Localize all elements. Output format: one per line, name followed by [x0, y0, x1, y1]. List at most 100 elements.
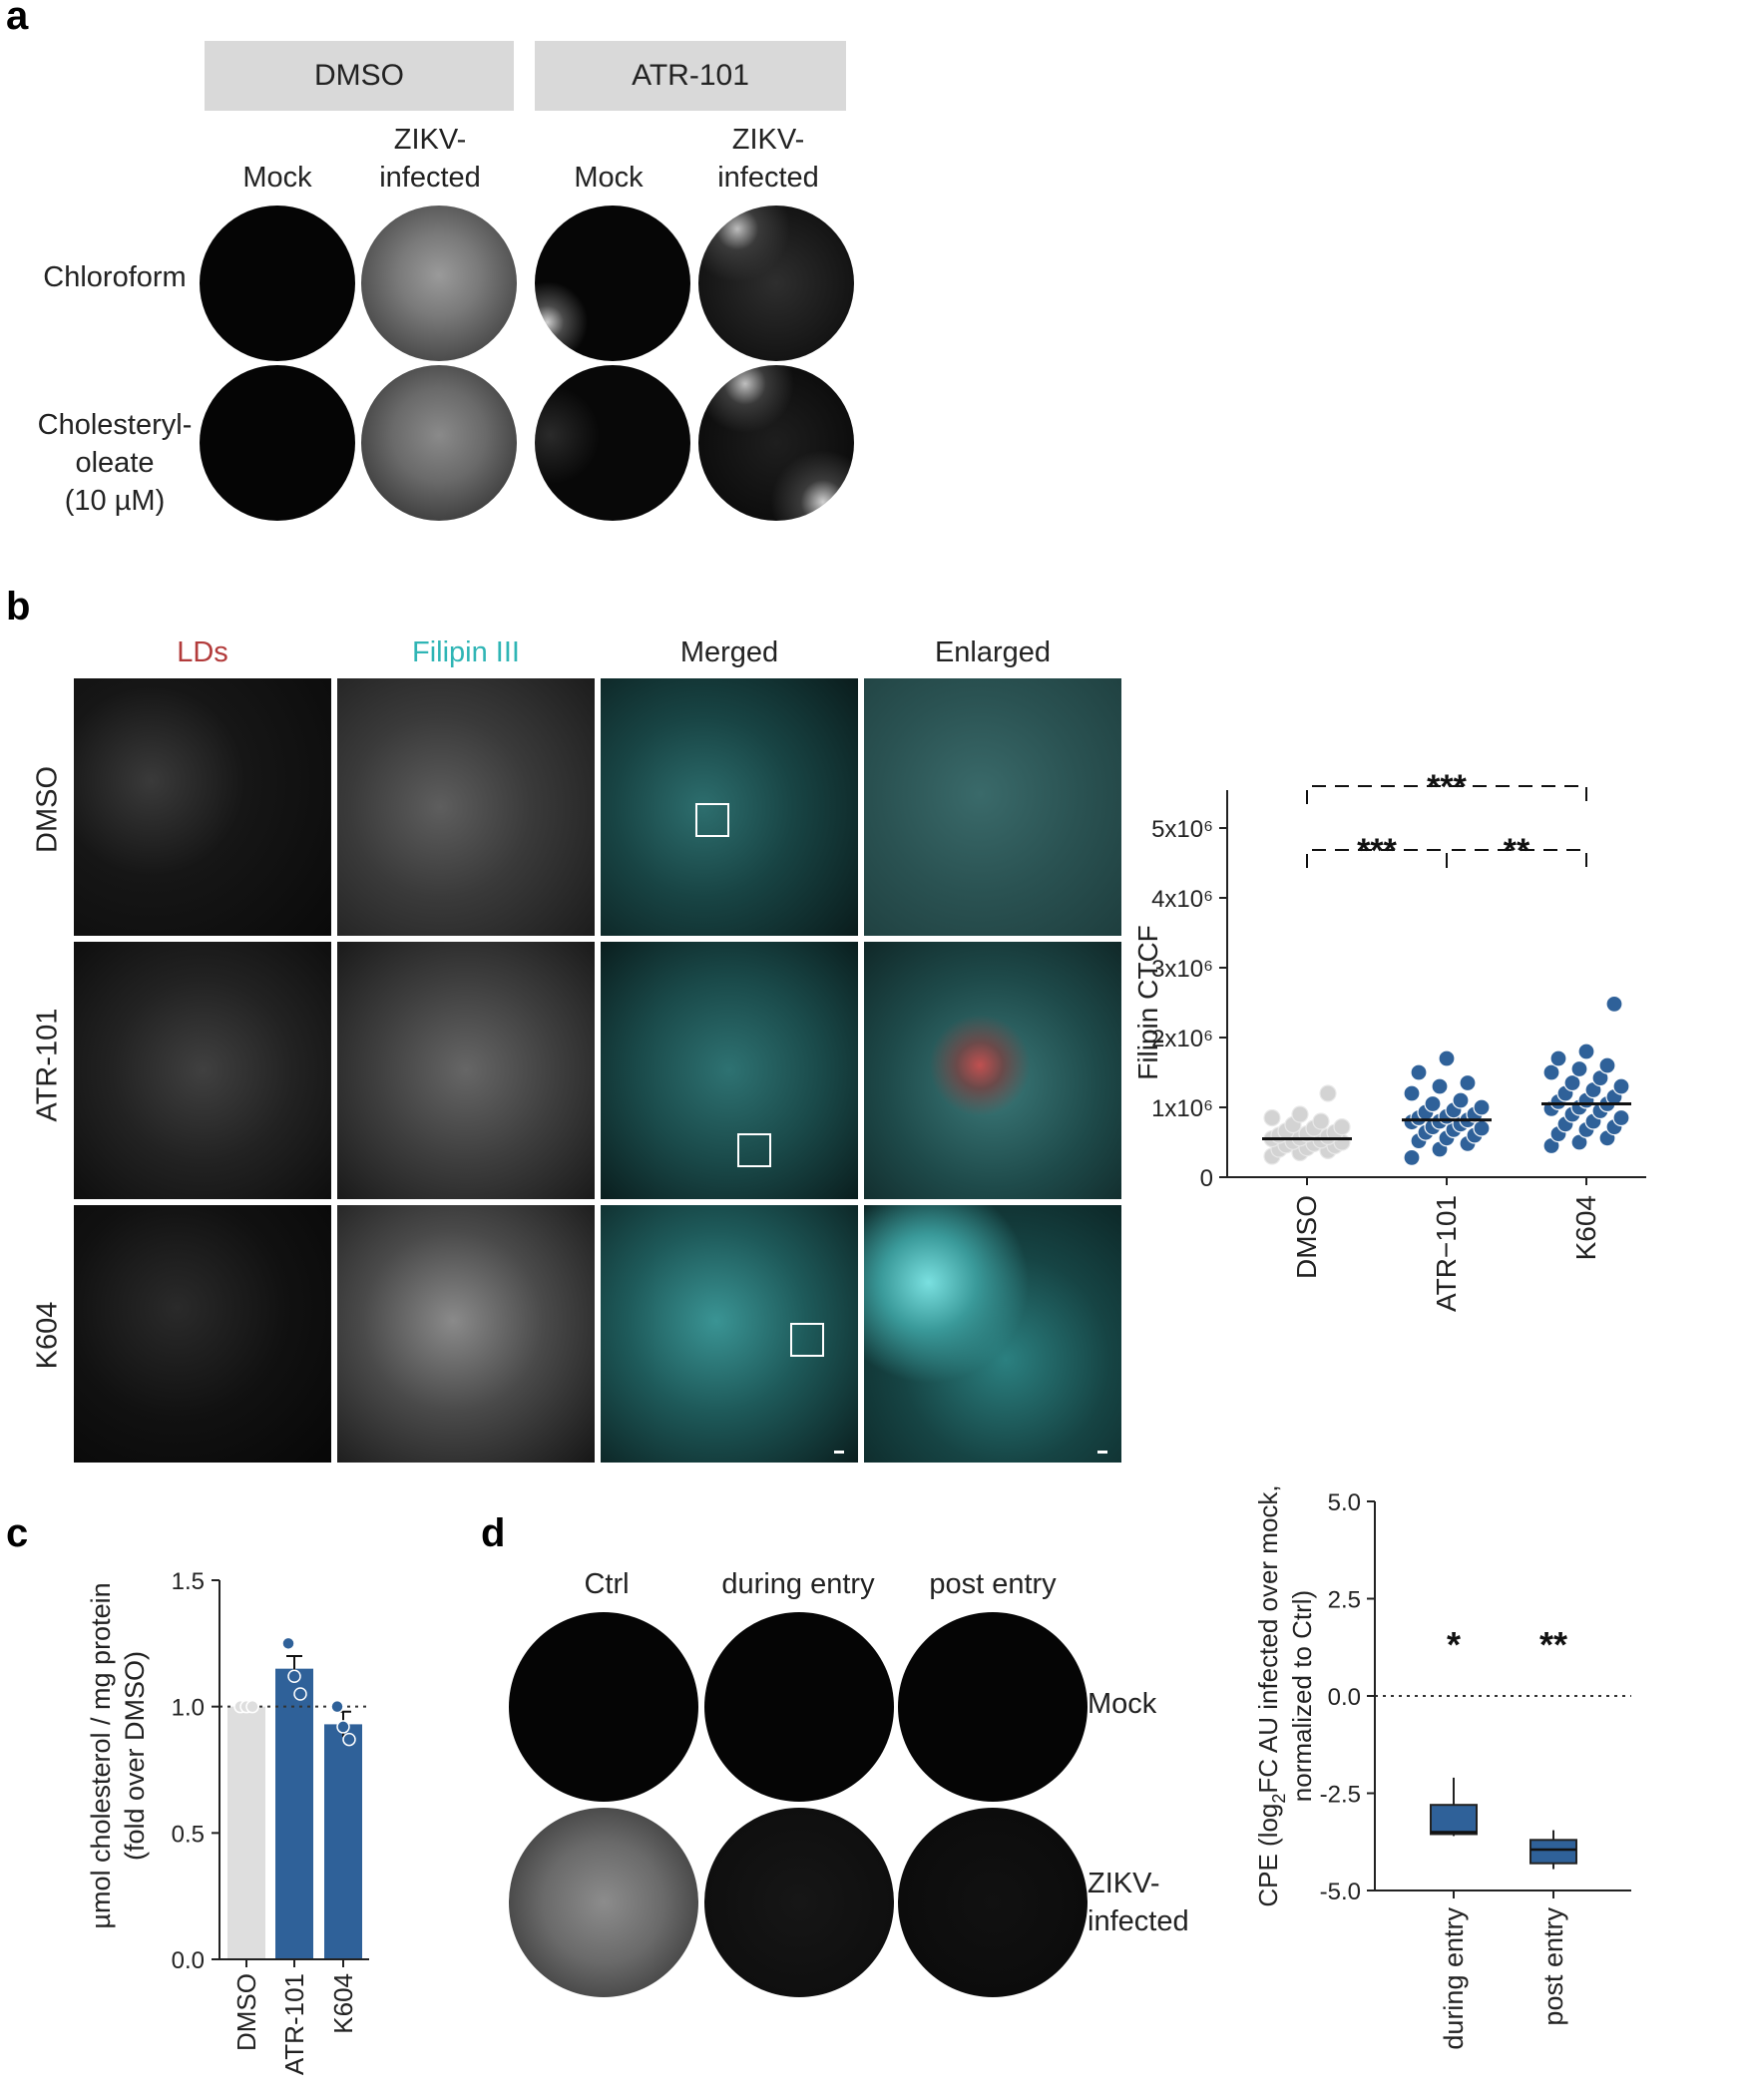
dmso-group-header: DMSO	[205, 41, 514, 111]
y-axis-title-1: µmol cholesterol / mg protein	[86, 1582, 116, 1928]
row-dmso: DMSO	[31, 766, 64, 853]
well-mock-post	[898, 1612, 1088, 1802]
well-oleate-dmso-zikv	[361, 365, 517, 521]
well-zikv-during	[704, 1808, 894, 1997]
data-point	[1291, 1105, 1309, 1123]
data-point	[281, 1636, 295, 1651]
data-point	[342, 1732, 356, 1747]
panel-c-label: c	[6, 1511, 29, 1555]
y-tick-label: 0.0	[1328, 1684, 1361, 1711]
x-tick-label: ATR-101	[279, 1973, 309, 2075]
x-tick-label: post entry	[1538, 1907, 1568, 2026]
panel-a-label: a	[6, 0, 29, 38]
data-point	[287, 1669, 301, 1684]
y-axis-title-2: normalized to Ctrl)	[1287, 1590, 1317, 1802]
row-zikv-1: ZIKV-	[1088, 1868, 1160, 1899]
col-merged: Merged	[679, 636, 779, 668]
well-oleate-atr-zikv	[698, 365, 854, 521]
data-point	[1263, 1108, 1281, 1127]
box	[1529, 1839, 1577, 1865]
cpe-chart: CPE (log2FC AU infected over mock, norma…	[1253, 1484, 1631, 2050]
well-chloroform-atr-mock	[535, 206, 690, 361]
y-axis-title-2: (fold over DMSO)	[120, 1651, 150, 1861]
data-point	[1319, 1084, 1337, 1102]
data-point	[1333, 1118, 1351, 1136]
col-zikv-atr-2: infected	[717, 162, 819, 194]
y-tick-label: 0.0	[172, 1947, 205, 1974]
y-tick-label: 5.0	[1328, 1489, 1361, 1516]
y-tick-label: 0.5	[172, 1821, 205, 1848]
data-point	[1473, 1098, 1491, 1116]
col-ctrl: Ctrl	[584, 1568, 630, 1600]
y-tick-label: 5x10⁶	[1151, 816, 1213, 843]
y-tick-label: 1.0	[172, 1695, 205, 1722]
data-point	[1612, 1108, 1630, 1127]
x-tick-label: during entry	[1439, 1907, 1469, 2050]
tile-atr-merged	[601, 942, 858, 1199]
y-tick-label: 4x10⁶	[1151, 886, 1213, 913]
significance-bracket	[1446, 849, 1587, 868]
tile-dmso-enlarged	[864, 678, 1121, 936]
well-chloroform-dmso-zikv	[361, 206, 517, 361]
data-point	[1563, 1073, 1581, 1092]
data-point	[1403, 1148, 1421, 1166]
well-chloroform-atr-zikv	[698, 206, 854, 361]
panel-b-label: b	[6, 585, 31, 629]
col-zikv-dmso-1: ZIKV-	[393, 124, 467, 156]
scale-bar	[834, 1451, 844, 1454]
tile-dmso-merged	[601, 678, 858, 936]
y-axis-title: Filipin CTCF	[1132, 925, 1163, 1080]
data-point	[1598, 1056, 1616, 1074]
y-tick-label: 1x10⁶	[1151, 1095, 1213, 1122]
cholesterol-chart: µmol cholesterol / mg protein (fold over…	[86, 1568, 369, 2075]
significance-stars: **	[1504, 832, 1530, 870]
col-enlarged: Enlarged	[934, 636, 1052, 668]
zoom-box	[790, 1323, 824, 1357]
y-tick-label: 2.5	[1328, 1587, 1361, 1614]
filipin-ctcf-chart: 0 1x10⁶ 2x10⁶ 3x10⁶ 4x10⁶ 5x10⁶ DMSO ATR−101 K6…	[1132, 768, 1646, 1312]
row-chloroform: Chloroform	[43, 261, 187, 293]
data-point	[1612, 1077, 1630, 1095]
data-point	[1605, 995, 1623, 1013]
data-point	[1431, 1077, 1449, 1095]
well-zikv-ctrl	[509, 1808, 698, 1997]
data-point	[1570, 1059, 1588, 1078]
well-zikv-post	[898, 1808, 1088, 1997]
data-point	[1403, 1084, 1421, 1102]
tile-atr-enlarged	[864, 942, 1121, 1199]
well-mock-ctrl	[509, 1612, 698, 1802]
panel-d-label: d	[481, 1511, 506, 1555]
well-chloroform-dmso-mock	[200, 206, 355, 361]
row-k604: K604	[31, 1301, 64, 1370]
data-point	[1424, 1094, 1442, 1113]
col-mock-atr: Mock	[574, 162, 644, 194]
x-tick-label: DMSO	[231, 1973, 261, 2051]
row-zikv-2: infected	[1088, 1905, 1189, 1937]
y-tick-label: 2x10⁶	[1151, 1026, 1213, 1052]
y-axis-title-1: CPE (log2FC AU infected over mock,	[1253, 1484, 1289, 1906]
significance-bracket	[1306, 785, 1587, 804]
significance-stars: ***	[1427, 768, 1467, 806]
tile-k604-merged	[601, 1205, 858, 1463]
row-cholesteryl-2: oleate	[75, 447, 155, 479]
x-tick-label: K604	[328, 1973, 358, 2034]
box	[1430, 1804, 1478, 1836]
col-during-entry: during entry	[721, 1568, 875, 1600]
tile-atr-lds	[74, 942, 331, 1199]
tile-dmso-lds	[74, 678, 331, 936]
tile-dmso-filipin	[337, 678, 595, 936]
tile-k604-filipin	[337, 1205, 595, 1463]
well-oleate-atr-mock	[535, 365, 690, 521]
row-mock: Mock	[1088, 1688, 1157, 1720]
bar	[227, 1706, 265, 1959]
bar	[324, 1724, 362, 1959]
data-point	[245, 1699, 259, 1714]
y-tick-label: 1.5	[172, 1568, 205, 1595]
data-point	[1577, 1043, 1595, 1060]
y-tick-label: -5.0	[1320, 1879, 1361, 1905]
atr101-group-header: ATR-101	[535, 41, 846, 111]
col-zikv-dmso-2: infected	[379, 162, 481, 194]
data-point	[1452, 1091, 1470, 1109]
x-tick-label: ATR−101	[1431, 1195, 1462, 1312]
significance-stars: *	[1447, 1624, 1461, 1665]
